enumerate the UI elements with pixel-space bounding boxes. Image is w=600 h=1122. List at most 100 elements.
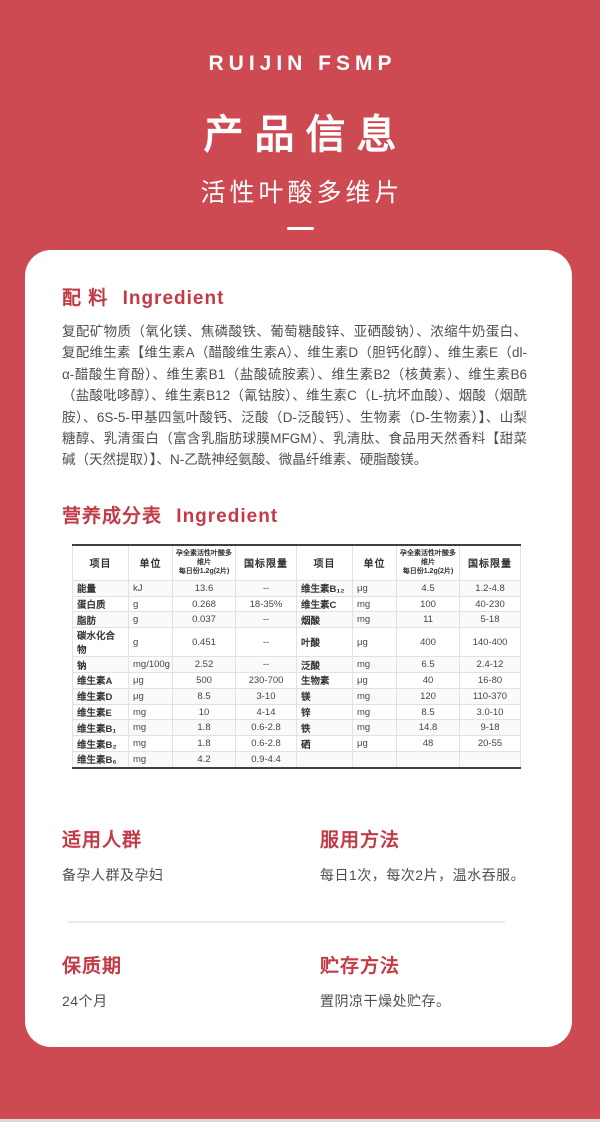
nutrition-cell: 叶酸	[296, 627, 353, 658]
nutrition-cell: 3.0-10	[459, 703, 521, 721]
nutrition-cell	[396, 751, 460, 769]
nutrition-row: 维生素E mg 10 4-14 锌 mg 8.5 3.0-10	[72, 703, 521, 721]
target-group-title: 适用人群	[62, 829, 143, 851]
nutrition-cell: 钠	[72, 656, 129, 674]
nutrition-cell: 维生素C	[296, 595, 353, 613]
nutrition-row: 蛋白质 g 0.268 18-35% 维生素C mg 100 40-230	[72, 595, 521, 613]
nutrition-cell: 硒	[296, 735, 353, 753]
shelf-life-title: 保质期	[62, 955, 123, 977]
bottom-edge-strip	[0, 1119, 600, 1122]
nutrition-cell: 4-14	[235, 703, 297, 721]
nutrition-cell: 6.5	[396, 656, 460, 674]
nutrition-cell: 110-370	[459, 687, 521, 705]
horizontal-divider	[68, 920, 505, 923]
nutrition-cell: 100	[396, 595, 460, 613]
hero-header: RUIJIN FSMP 产品信息 活性叶酸多维片	[0, 0, 600, 230]
usage-row-top: 适用人群 备孕人群及孕妇 服用方法 每日1次，每次2片，温水吞服。	[25, 825, 572, 885]
nutrition-cell: mg	[352, 719, 397, 737]
nutrition-cell: 0.268	[172, 595, 236, 613]
nutrition-cell: mg	[352, 703, 397, 721]
ingredient-title-en: Ingredient	[122, 288, 225, 309]
ingredient-section-title: 配 料 Ingredient	[25, 250, 572, 310]
nutrition-cell: 维生素B₁	[72, 719, 129, 737]
storage-text: 置阴凉干燥处贮存。	[320, 992, 451, 1009]
nutrition-cell: 400	[396, 627, 460, 658]
nutrition-cell: 40-230	[459, 595, 521, 613]
nutrition-cell: 48	[396, 735, 460, 753]
shelf-life-block: 保质期 24个月	[62, 951, 320, 1011]
usage-row-bottom: 保质期 24个月 贮存方法 置阴凉干燥处贮存。	[25, 951, 572, 1011]
nutrition-cell: 14.8	[396, 719, 460, 737]
nutrition-cell: 2.4-12	[459, 656, 521, 674]
nutrition-cell: 16-80	[459, 672, 521, 689]
nutrition-cell: --	[235, 627, 297, 658]
nutrition-cell: μg	[352, 579, 397, 597]
target-group-block: 适用人群 备孕人群及孕妇	[62, 825, 320, 885]
nutrition-cell: mg/100g	[128, 656, 173, 674]
nutrition-cell: 18-35%	[235, 595, 297, 613]
nutrition-cell: 1.8	[172, 735, 236, 753]
nutrition-cell: mg	[352, 656, 397, 674]
nutrition-cell: 11	[396, 611, 460, 629]
nutrition-cell: mg	[352, 687, 397, 705]
nutrition-cell: 40	[396, 672, 460, 689]
nutrition-cell: 4.2	[172, 751, 236, 769]
nutrition-table-head: 项目 单位 孕全素活性叶酸多维片 每日份1.2g(2片) 国标限量 项目 单位 孕全素活性叶…	[72, 544, 521, 581]
nutrition-cell: 0.6-2.8	[235, 719, 297, 737]
nutrition-col-header: 国标限量	[235, 544, 297, 581]
nutrition-cell: mg	[128, 703, 173, 721]
nutrition-col-header: 孕全素活性叶酸多维片 每日份1.2g(2片)	[396, 544, 460, 581]
nutrition-cell: 0.451	[172, 627, 236, 658]
dash-divider	[286, 227, 314, 230]
nutrition-col-header: 项目	[72, 544, 129, 581]
nutrition-cell: μg	[352, 735, 397, 753]
nutrition-cell: 500	[172, 672, 236, 689]
nutrition-cell: 烟酸	[296, 611, 353, 629]
nutrition-cell: 维生素E	[72, 703, 129, 721]
nutrition-cell: mg	[352, 595, 397, 613]
nutrition-cell	[352, 751, 397, 769]
brand-name: RUIJIN FSMP	[208, 52, 397, 75]
nutrition-col-header: 孕全素活性叶酸多维片 每日份1.2g(2片)	[172, 544, 236, 581]
usage-method-text: 每日1次，每次2片，温水吞服。	[320, 866, 526, 883]
nutrition-table-body: 能量 kJ 13.6 -- 维生素B₁₂ μg 4.5 1.2-4.8 蛋白质 g 0.268 18-…	[72, 579, 521, 769]
nutrition-cell: 2.52	[172, 656, 236, 674]
nutrition-cell: kJ	[128, 579, 173, 597]
ingredient-title-zh: 配 料	[62, 288, 109, 309]
nutrition-table: 项目 单位 孕全素活性叶酸多维片 每日份1.2g(2片) 国标限量 项目 单位 孕全素活性叶…	[72, 543, 521, 769]
nutrition-cell: 维生素B₆	[72, 751, 129, 769]
nutrition-section-title: 营养成分表 Ingredient	[25, 501, 572, 528]
nutrition-cell: 8.5	[396, 703, 460, 721]
page-title: 产品信息	[203, 113, 408, 157]
nutrition-row: 维生素B₆ mg 4.2 0.9-4.4	[72, 751, 521, 769]
product-name: 活性叶酸多维片	[200, 179, 404, 207]
nutrition-cell: g	[128, 627, 173, 658]
nutrition-cell: 13.6	[172, 579, 236, 597]
nutrition-cell: --	[235, 611, 297, 629]
nutrition-cell: μg	[352, 672, 397, 689]
nutrition-cell: 能量	[72, 579, 129, 597]
nutrition-cell: --	[235, 656, 297, 674]
info-card: 配 料 Ingredient 复配矿物质（氧化镁、焦磷酸铁、葡萄糖酸锌、亚硒酸钠…	[25, 250, 572, 1047]
ingredient-list-text: 复配矿物质（氧化镁、焦磷酸铁、葡萄糖酸锌、亚硒酸钠）、浓缩牛奶蛋白、复配维生素【…	[62, 324, 527, 468]
nutrition-cell: 5-18	[459, 611, 521, 629]
nutrition-cell: 140-400	[459, 627, 521, 658]
nutrition-cell: 生物素	[296, 672, 353, 689]
nutrition-cell: 脂肪	[72, 611, 129, 629]
target-group-text: 备孕人群及孕妇	[62, 866, 164, 883]
nutrition-cell: mg	[128, 751, 173, 769]
nutrition-cell	[296, 751, 353, 769]
nutrition-cell: 蛋白质	[72, 595, 129, 613]
nutrition-col-header: 项目	[296, 544, 353, 581]
nutrition-col-header: 单位	[352, 544, 397, 581]
nutrition-col-header: 单位	[128, 544, 173, 581]
nutrition-cell: μg	[352, 627, 397, 658]
nutrition-cell: 20-55	[459, 735, 521, 753]
nutrition-cell: mg	[352, 611, 397, 629]
nutrition-cell: mg	[128, 735, 173, 753]
nutrition-title-en: Ingredient	[176, 505, 279, 527]
nutrition-cell: 120	[396, 687, 460, 705]
nutrition-cell: g	[128, 611, 173, 629]
nutrition-cell	[459, 751, 521, 769]
